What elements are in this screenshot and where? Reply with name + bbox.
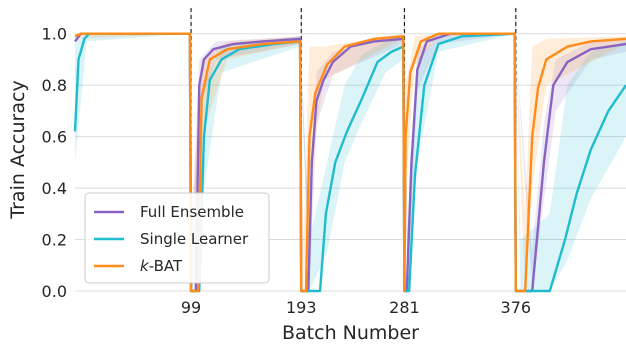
series-lines	[73, 32, 626, 293]
legend-label: k-BAT	[140, 257, 183, 275]
legend-label: Single Learner	[140, 230, 249, 248]
confidence-band	[75, 33, 626, 292]
y-tick-label: 0.0	[42, 282, 67, 301]
legend-label: Full Ensemble	[140, 203, 244, 221]
legend: Full Ensemble Single Learner k-BAT	[84, 192, 270, 284]
y-tick-label: 0.8	[42, 76, 67, 95]
y-tick-label: 0.4	[42, 179, 67, 198]
x-tick-label: 99	[181, 298, 201, 317]
confidence-band	[75, 33, 626, 292]
x-tick-label: 193	[286, 298, 317, 317]
y-tick-label: 0.2	[42, 231, 67, 250]
y-tick-label: 1.0	[42, 25, 67, 44]
x-tick-label: 376	[501, 298, 532, 317]
legend-frame	[84, 192, 270, 284]
series-line	[74, 32, 626, 293]
x-axis-label: Batch Number	[282, 322, 419, 344]
y-tick-labels: 0.0 0.2 0.4 0.6 0.8 1.0	[42, 25, 67, 301]
y-axis-label: Train Accuracy	[7, 80, 29, 219]
y-tick-label: 0.6	[42, 128, 67, 147]
x-tick-labels: 99 193 281 376	[181, 298, 531, 317]
x-tick-label: 281	[389, 298, 420, 317]
